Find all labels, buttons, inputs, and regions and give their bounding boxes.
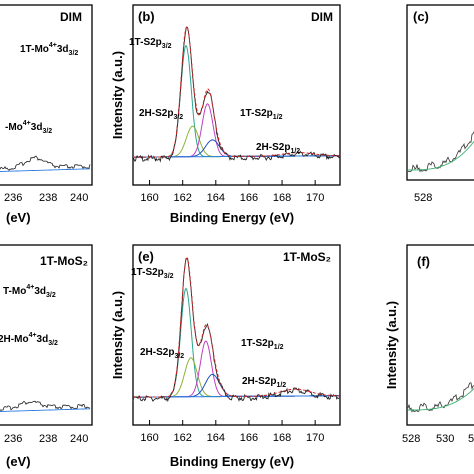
- panel-c-raw-line: [407, 131, 474, 173]
- xtick-label-166: 166: [240, 432, 258, 444]
- panel-d-xlabel: (eV): [6, 454, 31, 469]
- xtick-label-170: 170: [306, 192, 324, 204]
- xtick-label-166: 166: [240, 192, 258, 204]
- panel-c-background-line: [408, 140, 474, 171]
- panel-b-frame: [132, 4, 341, 186]
- peak-2h-s2p3-2: [133, 125, 340, 158]
- panel-e: Intensity (a.u.) (e) 1T-MoS₂ 1T-S2p3/2 2…: [110, 244, 341, 469]
- panel-c-frame: [406, 4, 474, 181]
- xtick-label-160: 160: [140, 432, 158, 444]
- panel-a: DIM 1T-Mo4+3d3/2 -Mo4+3d3/2 236 238 240 …: [0, 4, 93, 225]
- panel-d-annotation-2: 2H-Mo4+3d3/2: [0, 332, 58, 347]
- panel-f-xtick-528: 528: [402, 433, 420, 445]
- panel-a-frame: [0, 4, 93, 186]
- panel-e-curves: [132, 257, 340, 403]
- panel-c-label: (c): [413, 9, 429, 24]
- xtick-label-164: 164: [207, 432, 225, 444]
- panel-b: Intensity (a.u.) (b) DIM 1T-S2p3/2 2H-S2…: [110, 4, 341, 225]
- panel-d: 1T-MoS₂ T-Mo4+3d3/2 2H-Mo4+3d3/2 236 238…: [0, 244, 93, 469]
- xtick-label-168: 168: [273, 192, 291, 204]
- panel-a-raw-line: [0, 155, 91, 171]
- xtick-label-164: 164: [207, 192, 225, 204]
- panel-b-sample: DIM: [311, 10, 333, 24]
- panel-e-annotation-2h-s2p32: 2H-S2p3/2: [140, 347, 184, 360]
- xtick-label-168: 168: [273, 432, 291, 444]
- panel-e-xticks: 160 162 164 166 168 170: [140, 420, 324, 444]
- panel-e-xlabel: Binding Energy (eV): [170, 454, 294, 469]
- panel-d-xtick-240: 240: [70, 433, 88, 445]
- peak-1t-s2p3-2: [133, 287, 340, 398]
- panel-b-label: (b): [138, 9, 155, 24]
- panel-b-curves: [132, 25, 340, 163]
- panel-f: Intensity (a.u.) (f) 528 530 5: [384, 244, 474, 445]
- xtick-label-160: 160: [140, 192, 158, 204]
- panel-b-annotation-2h-s2p12: 2H-S2p1/2: [256, 142, 300, 155]
- xtick-label-162: 162: [174, 192, 192, 204]
- panel-d-frame: [0, 244, 93, 426]
- panel-a-xtick-238: 238: [39, 192, 57, 204]
- peak-2h-s2p1-2: [133, 373, 340, 398]
- panel-d-xtick-236: 236: [4, 433, 22, 445]
- xtick-label-162: 162: [174, 432, 192, 444]
- panel-b-xlabel: Binding Energy (eV): [170, 210, 294, 225]
- panel-b-annotation-1t-s2p32: 1T-S2p3/2: [129, 37, 172, 50]
- panel-b-annotation-2h-s2p32: 2H-S2p3/2: [139, 108, 183, 121]
- panel-e-label: (e): [138, 249, 154, 264]
- panel-c-xtick-528: 528: [414, 192, 432, 204]
- panel-a-annotation-2: -Mo4+3d3/2: [5, 120, 52, 135]
- panel-f-xtick-530: 530: [436, 433, 454, 445]
- panel-f-ylabel: Intensity (a.u.): [384, 301, 399, 389]
- panel-d-xtick-238: 238: [39, 433, 57, 445]
- panel-e-ylabel: Intensity (a.u.): [110, 291, 125, 379]
- panel-d-background-line: [0, 408, 90, 412]
- panel-e-sample: 1T-MoS₂: [283, 250, 331, 264]
- panel-f-background-line: [408, 387, 474, 411]
- panel-b-annotation-1t-s2p12: 1T-S2p1/2: [240, 108, 283, 121]
- panel-e-annotation-1t-s2p32: 1T-S2p3/2: [131, 267, 174, 280]
- panel-d-sample: 1T-MoS₂: [40, 254, 88, 268]
- panel-d-raw-line: [0, 400, 91, 412]
- panel-a-xtick-236: 236: [4, 192, 22, 204]
- panel-b-ylabel: Intensity (a.u.): [110, 51, 125, 139]
- panel-f-label: (f): [417, 254, 430, 269]
- fit-envelope-line: [133, 257, 340, 398]
- raw-spectrum-line: [132, 26, 340, 163]
- panel-b-xticks: 160 162 164 166 168 170: [140, 180, 324, 204]
- panel-e-annotation-1t-s2p12: 1T-S2p1/2: [241, 338, 284, 351]
- panel-f-xtick-5: 5: [468, 433, 474, 445]
- panel-a-background-line: [0, 168, 90, 172]
- peak-1t-s2p3-2: [133, 44, 340, 158]
- panel-a-annotation-1: 1T-Mo4+3d3/2: [20, 42, 78, 57]
- panel-d-annotation-1: T-Mo4+3d3/2: [3, 284, 56, 299]
- panel-a-sample: DIM: [60, 10, 82, 24]
- panel-c: (c) 528: [406, 4, 474, 204]
- panel-e-annotation-2h-s2p12: 2H-S2p1/2: [242, 376, 286, 389]
- panel-e-frame: [132, 244, 341, 426]
- xtick-label-170: 170: [306, 432, 324, 444]
- panel-a-xtick-240: 240: [70, 192, 88, 204]
- panel-a-xlabel: (eV): [6, 210, 31, 225]
- panel-f-frame: [406, 244, 474, 426]
